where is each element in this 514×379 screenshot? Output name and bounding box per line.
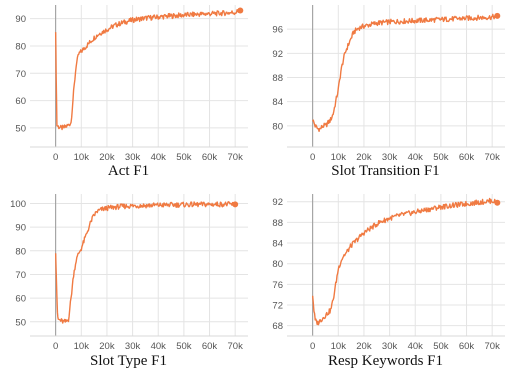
x-tick-label: 60k: [459, 341, 475, 352]
y-tick-label: 50: [15, 317, 26, 328]
x-tick-label: 70k: [485, 341, 501, 352]
chart-caption: Act F1: [107, 163, 150, 179]
chart-caption: Resp Keywords F1: [328, 353, 443, 369]
y-tick-label: 90: [15, 14, 26, 25]
x-tick-label: 0: [310, 341, 315, 352]
x-tick-label: 70k: [228, 341, 244, 352]
y-tick-label: 70: [15, 69, 26, 80]
x-tick-label: 50k: [176, 152, 192, 163]
y-tick-label: 60: [15, 96, 26, 107]
series-end-point: [494, 199, 501, 206]
chart-panel-slot-transition-f1: 80 84 88 92 96 0 10k 20k 30k 40k 50k 60k 70k Slot Tr…: [257, 0, 514, 189]
series-end-point: [494, 12, 501, 19]
x-tick-label: 20k: [356, 341, 372, 352]
x-tick-label: 10k: [331, 341, 347, 352]
chart-svg: 50 60 70 80 90 100 0 10k 20k 30k 40k 50k 60k 70k: [10, 194, 248, 352]
y-tick-label: 70: [15, 270, 26, 281]
series-line: [311, 197, 498, 326]
y-tick-label: 68: [272, 321, 283, 332]
x-tick-label: 70k: [485, 152, 501, 163]
x-tick-label: 30k: [125, 152, 141, 163]
chart-caption: Slot Type F1: [89, 353, 168, 369]
y-tick-label: 80: [15, 246, 26, 257]
x-tick-label: 40k: [408, 152, 424, 163]
x-tick-label: 20k: [99, 152, 115, 163]
x-tick-label: 0: [53, 341, 58, 352]
x-tick-label: 0: [53, 152, 58, 163]
y-tick-label: 92: [272, 197, 283, 208]
y-tick-label: 88: [272, 73, 283, 84]
y-tick-label: 96: [272, 25, 283, 36]
x-tick-label: 50k: [176, 341, 192, 352]
y-tick-label: 80: [272, 121, 283, 132]
x-tick-label: 70k: [228, 152, 244, 163]
x-tick-label: 10k: [331, 152, 347, 163]
x-tick-label: 30k: [382, 341, 398, 352]
chart-svg: 50 60 70 80 90 0 10k 20k 30k 40k 50k 60k 70k: [15, 5, 248, 163]
chart-svg: 68 72 76 80 84 88 92 0 10k 20k 30k 40k 50k 60k 70k: [272, 194, 505, 352]
y-tick-label: 50: [15, 123, 26, 134]
y-tick-label: 72: [272, 301, 283, 312]
x-tick-label: 50k: [433, 152, 449, 163]
x-tick-label: 30k: [125, 341, 141, 352]
y-tick-label: 84: [272, 97, 283, 108]
series-line: [54, 201, 236, 324]
chart-panel-slot-type-f1: 50 60 70 80 90 100 0 10k 20k 30k 40k 50k 60k 70k Slot…: [0, 189, 257, 379]
chart-panel-resp-keywords-f1: 68 72 76 80 84 88 92 0 10k 20k 30k 40k 50k 60k 70k Res…: [257, 189, 514, 379]
x-tick-label: 40k: [151, 341, 167, 352]
chart-svg: 80 84 88 92 96 0 10k 20k 30k 40k 50k 60k 70k: [272, 5, 505, 163]
series-end-point: [237, 7, 244, 14]
y-tick-label: 80: [272, 259, 283, 270]
y-tick-label: 60: [15, 294, 26, 305]
series-line: [312, 13, 498, 133]
x-tick-label: 60k: [459, 152, 475, 163]
x-tick-label: 30k: [382, 152, 398, 163]
x-tick-label: 20k: [99, 341, 115, 352]
y-tick-label: 80: [15, 41, 26, 52]
x-tick-label: 40k: [151, 152, 167, 163]
x-tick-label: 60k: [202, 152, 218, 163]
x-tick-label: 20k: [356, 152, 372, 163]
x-tick-label: 10k: [74, 341, 90, 352]
y-tick-label: 76: [272, 280, 283, 291]
y-tick-label: 84: [272, 239, 283, 250]
x-tick-label: 60k: [202, 341, 218, 352]
y-tick-label: 88: [272, 218, 283, 229]
x-tick-label: 0: [310, 152, 315, 163]
x-tick-label: 40k: [408, 341, 424, 352]
series-end-point: [232, 201, 239, 208]
y-tick-label: 100: [10, 199, 26, 210]
y-tick-label: 90: [15, 223, 26, 234]
x-tick-label: 50k: [433, 341, 449, 352]
chart-caption: Slot Transition F1: [331, 163, 440, 179]
chart-panel-act-f1: 50 60 70 80 90 0 10k 20k 30k 40k 50k 60k 70k Act F1: [0, 0, 257, 189]
series-line: [54, 9, 241, 131]
x-tick-label: 10k: [74, 152, 90, 163]
y-tick-label: 92: [272, 49, 283, 60]
